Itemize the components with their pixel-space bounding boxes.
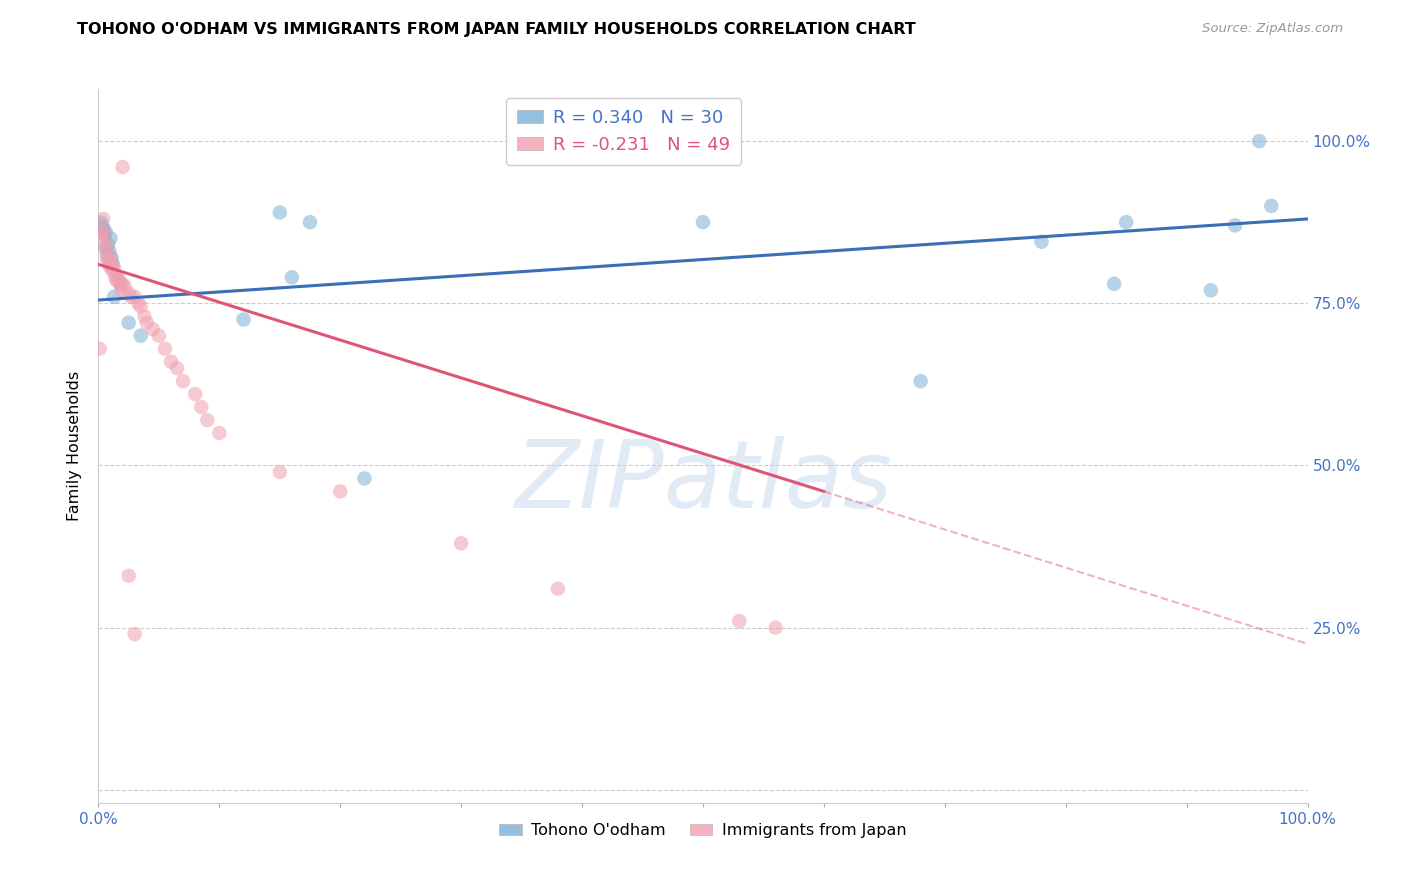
Point [94, 241, 117, 255]
Point [120, 290, 142, 304]
Point [124, 627, 146, 641]
Point [114, 280, 136, 294]
Point [765, 621, 787, 635]
Point [89, 342, 111, 356]
Text: ZIPatlas: ZIPatlas [515, 436, 891, 527]
Point [160, 354, 183, 368]
Point [108, 277, 131, 291]
Point [96, 238, 118, 252]
Point [100, 231, 122, 245]
Point [232, 312, 254, 326]
Point [118, 568, 141, 582]
Point [94, 225, 117, 239]
Point [101, 264, 124, 278]
Point [103, 260, 125, 275]
Point [1115, 215, 1137, 229]
Text: TOHONO O'ODHAM VS IMMIGRANTS FROM JAPAN FAMILY HOUSEHOLDS CORRELATION CHART: TOHONO O'ODHAM VS IMMIGRANTS FROM JAPAN … [77, 22, 917, 37]
Point [105, 274, 128, 288]
Point [90, 215, 112, 229]
Point [101, 257, 124, 271]
Point [108, 274, 131, 288]
Point [100, 251, 122, 265]
Point [100, 257, 122, 271]
Point [118, 316, 141, 330]
Point [172, 374, 194, 388]
Point [281, 270, 304, 285]
Point [91, 221, 114, 235]
Point [96, 247, 118, 261]
Point [104, 270, 127, 285]
Point [269, 465, 291, 479]
Point [195, 413, 218, 427]
Point [299, 215, 322, 229]
Point [692, 215, 714, 229]
Point [1260, 199, 1282, 213]
Point [129, 328, 152, 343]
Point [110, 283, 132, 297]
Point [547, 582, 569, 596]
Text: Source: ZipAtlas.com: Source: ZipAtlas.com [1202, 22, 1343, 36]
Point [91, 211, 114, 226]
Point [1223, 219, 1246, 233]
Point [153, 342, 176, 356]
Point [91, 225, 114, 239]
Point [329, 484, 352, 499]
Y-axis label: Family Households: Family Households [67, 371, 83, 521]
Point [135, 316, 157, 330]
Point [108, 277, 131, 291]
Point [129, 300, 152, 314]
Point [148, 328, 170, 343]
Point [184, 387, 207, 401]
Point [107, 270, 129, 285]
Point [1199, 283, 1222, 297]
Point [127, 296, 149, 310]
Point [124, 290, 146, 304]
Legend: Tohono O'odham, Immigrants from Japan: Tohono O'odham, Immigrants from Japan [494, 817, 912, 845]
Point [100, 260, 122, 275]
Point [190, 400, 212, 414]
Point [1249, 134, 1271, 148]
Point [166, 361, 188, 376]
Point [97, 238, 120, 252]
Point [100, 251, 122, 265]
Point [1031, 235, 1053, 249]
Point [98, 244, 121, 259]
Point [103, 290, 125, 304]
Point [1102, 277, 1125, 291]
Point [118, 286, 141, 301]
Point [94, 241, 117, 255]
Point [111, 160, 134, 174]
Point [97, 254, 120, 268]
Point [142, 322, 165, 336]
Point [134, 310, 156, 324]
Point [728, 614, 751, 628]
Point [450, 536, 472, 550]
Point [96, 251, 118, 265]
Point [910, 374, 932, 388]
Point [353, 471, 375, 485]
Point [98, 257, 121, 271]
Point [111, 277, 134, 291]
Point [93, 225, 115, 239]
Point [90, 231, 112, 245]
Point [93, 228, 115, 243]
Point [208, 425, 231, 440]
Point [91, 219, 114, 233]
Point [269, 205, 291, 219]
